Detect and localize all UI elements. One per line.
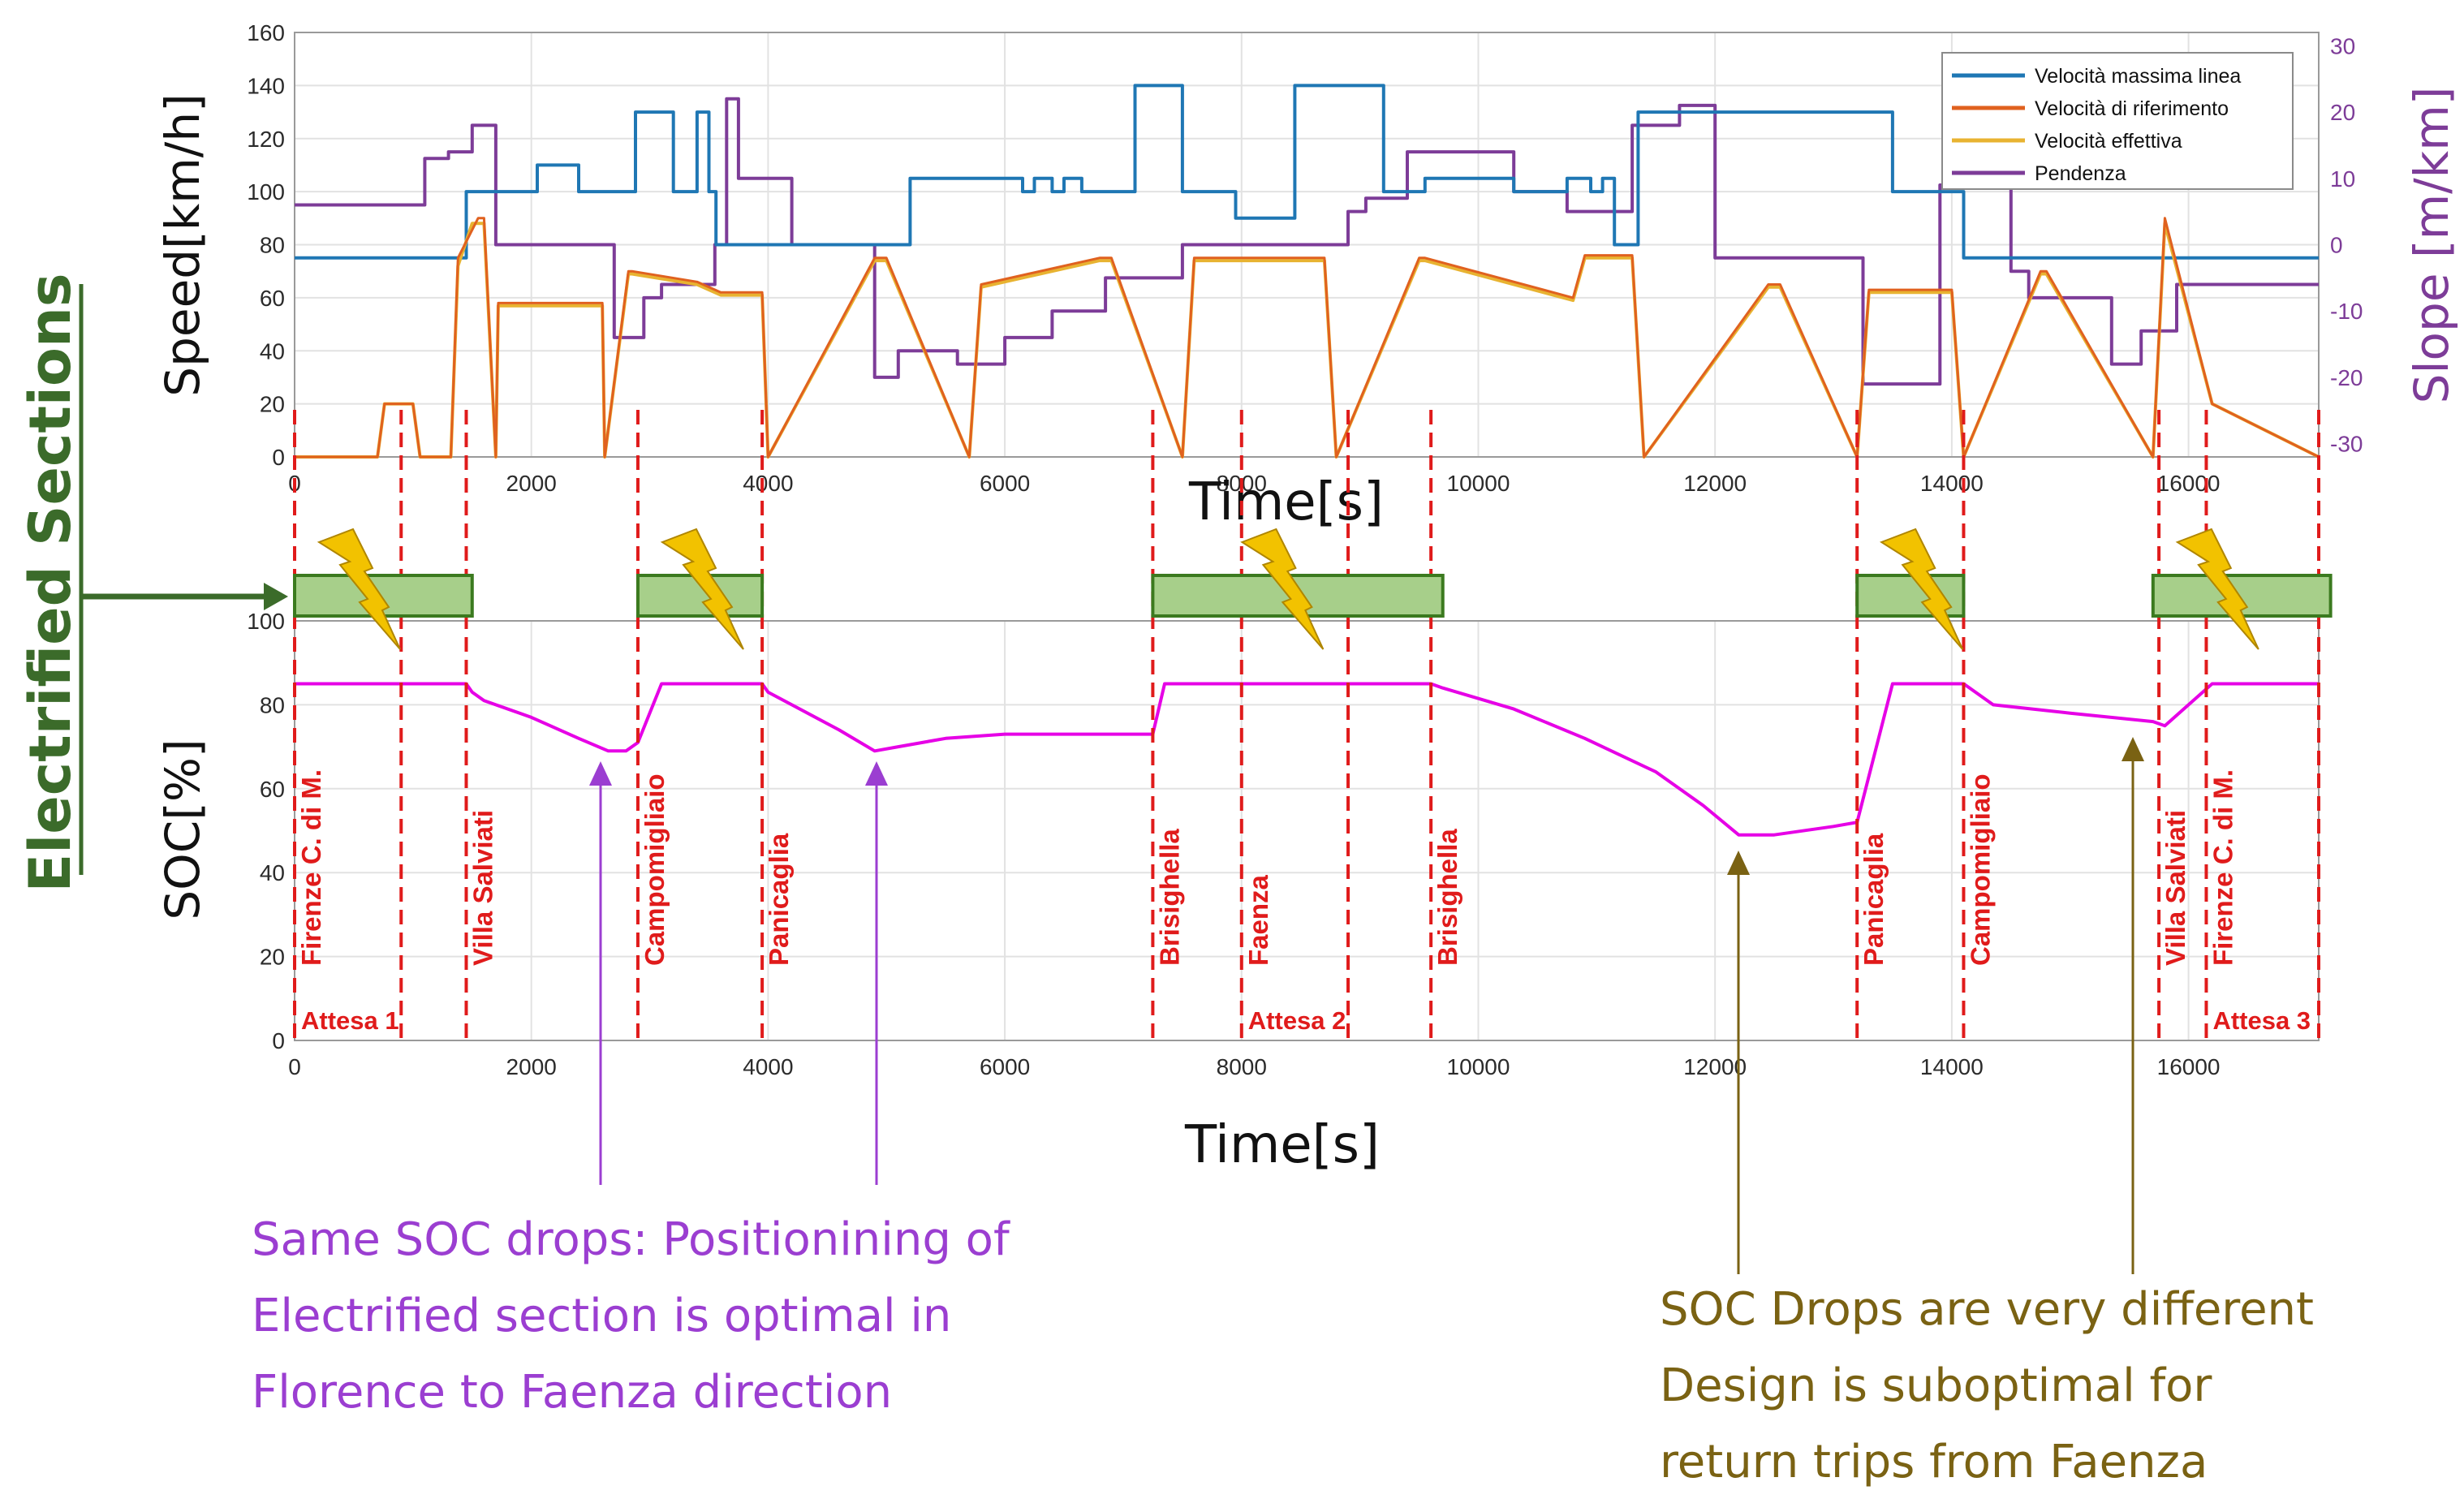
speed-ytick-label: 140 — [247, 73, 285, 98]
lightning-icon — [660, 528, 744, 650]
soc-xlabel: Time[s] — [1184, 1115, 1380, 1175]
speed-plot-ticks: 0200040006000800010000120001400016000020… — [247, 20, 2363, 496]
series-line-slope — [295, 97, 2319, 386]
legend: Velocità massima linea Velocità di riferi… — [1941, 52, 2294, 190]
slope-ytick-label: -30 — [2330, 432, 2363, 457]
speed-xtick-label: 12000 — [1683, 471, 1747, 496]
speed-xtick-label: 6000 — [980, 471, 1030, 496]
annotation-left-line-3: Florence to Faenza direction — [252, 1366, 892, 1419]
annotation-arrow-head — [589, 761, 612, 786]
annotation-arrow-head — [1727, 851, 1750, 875]
soc-ytick-label: 100 — [247, 609, 285, 634]
soc-xtick-label: 6000 — [980, 1054, 1030, 1079]
soc-xtick-label: 4000 — [743, 1054, 793, 1079]
annotation-right-line-2: Design is suboptimal for — [1660, 1359, 2212, 1412]
electrified-arrow-head — [264, 583, 288, 610]
wait-label: Attesa 1 — [301, 1006, 399, 1035]
slope-ytick-label: -20 — [2330, 365, 2363, 390]
annotation-right-line-3: return trips from Faenza — [1660, 1436, 2208, 1488]
annotation-left-line-1: Same SOC drops: Positionining of — [252, 1213, 1010, 1266]
annotation-arrow-head — [865, 761, 888, 786]
annotation-left-line-2: Electrified section is optimal in — [252, 1290, 951, 1342]
speed-ytick-label: 0 — [272, 445, 285, 470]
soc-plot-ticks: 0 2000 4000 6000 8000 10000 12000 14000 16000 0 20… — [247, 609, 2220, 1079]
annotation-left: Same SOC drops: Positionining of Electri… — [252, 1213, 1010, 1419]
electrified-sections — [293, 528, 2333, 650]
annotation-arrows — [589, 737, 2144, 1274]
slope-ytick-label: 0 — [2330, 233, 2343, 258]
lightning-icon — [1240, 528, 1325, 650]
station-label: Firenze C. di M. — [2208, 769, 2238, 966]
speed-xlabel: Time[s] — [1188, 472, 1384, 532]
soc-ytick-label: 40 — [260, 860, 285, 885]
speed-xtick-label: 10000 — [1447, 471, 1510, 496]
station-label: Panicaglia — [764, 833, 794, 966]
slope-ylabel: Slope [m/km] — [2404, 87, 2459, 404]
speed-ytick-label: 120 — [247, 127, 285, 152]
speed-ytick-label: 100 — [247, 179, 285, 205]
soc-xtick-label: 12000 — [1683, 1054, 1747, 1079]
speed-xtick-label: 4000 — [743, 471, 793, 496]
slope-ytick-label: 20 — [2330, 100, 2355, 125]
series-line-reference-speed — [295, 217, 2320, 459]
speed-ytick-label: 60 — [260, 286, 285, 311]
soc-xtick-label: 14000 — [1920, 1054, 1984, 1079]
station-label: Campomigliaio — [1965, 773, 1995, 966]
soc-ytick-label: 0 — [272, 1028, 285, 1053]
speed-plot-series — [295, 84, 2320, 459]
slope-ytick-label: 30 — [2330, 33, 2355, 58]
station-label: Brisighella — [1432, 829, 1462, 966]
station-label: Villa Salviati — [467, 810, 498, 966]
legend-label: Velocità effettiva — [2035, 130, 2182, 153]
lightning-icon — [317, 528, 401, 650]
soc-ytick-label: 20 — [260, 945, 285, 970]
soc-plot-series — [295, 682, 2319, 837]
annotation-arrow-head — [2122, 737, 2144, 761]
station-label: Brisighella — [1154, 829, 1184, 966]
speed-ytick-label: 20 — [260, 392, 285, 417]
station-label: Panicaglia — [1859, 833, 1889, 966]
speed-ytick-label: 40 — [260, 338, 285, 364]
annotation-right: SOC Drops are very different Design is s… — [1660, 1283, 2314, 1488]
wait-label: Attesa 3 — [2212, 1006, 2311, 1035]
soc-xtick-label: 0 — [288, 1054, 301, 1079]
speed-xtick-label: 14000 — [1920, 471, 1984, 496]
soc-ylabel: SOC[%] — [155, 739, 210, 920]
lightning-icon — [1879, 528, 1964, 650]
speed-xtick-label: 16000 — [2157, 471, 2221, 496]
slope-ytick-label: 10 — [2330, 166, 2355, 192]
speed-ytick-label: 80 — [260, 233, 285, 258]
slope-ytick-label: -10 — [2330, 299, 2363, 324]
soc-ytick-label: 80 — [260, 692, 285, 717]
soc-xtick-label: 10000 — [1447, 1054, 1510, 1079]
speed-xtick-label: 2000 — [506, 471, 557, 496]
station-markers: Firenze C. di M. Villa Salviati Campomigli… — [293, 410, 2320, 1040]
station-label: Campomigliaio — [640, 773, 670, 966]
soc-line — [295, 682, 2319, 837]
electrified-section-bar — [1855, 574, 1966, 618]
station-label: Firenze C. di M. — [296, 769, 326, 966]
speed-ylabel: Speed[km/h] — [155, 93, 210, 396]
speed-ytick-label: 160 — [247, 20, 285, 45]
legend-label: Pendenza — [2035, 162, 2126, 185]
soc-xtick-label: 16000 — [2157, 1054, 2221, 1079]
lightning-icon — [2175, 528, 2259, 650]
soc-xtick-label: 8000 — [1217, 1054, 1267, 1079]
electrified-label-group: Electrified Sections — [17, 273, 288, 893]
speed-plot-frame — [294, 32, 2320, 458]
soc-ytick-label: 60 — [260, 777, 285, 802]
legend-label: Velocità di riferimento — [2035, 97, 2229, 120]
soc-xtick-label: 2000 — [506, 1054, 557, 1079]
legend-label: Velocità massima linea — [2035, 65, 2241, 88]
wait-label: Attesa 2 — [1248, 1006, 1346, 1035]
electrified-label: Electrified Sections — [17, 273, 84, 892]
station-label: Faenza — [1243, 874, 1273, 966]
series-line-max-speed — [295, 84, 2319, 260]
series-line-actual-speed — [295, 222, 2320, 459]
annotation-right-line-1: SOC Drops are very different — [1660, 1283, 2314, 1336]
station-label: Villa Salviati — [2160, 810, 2190, 966]
